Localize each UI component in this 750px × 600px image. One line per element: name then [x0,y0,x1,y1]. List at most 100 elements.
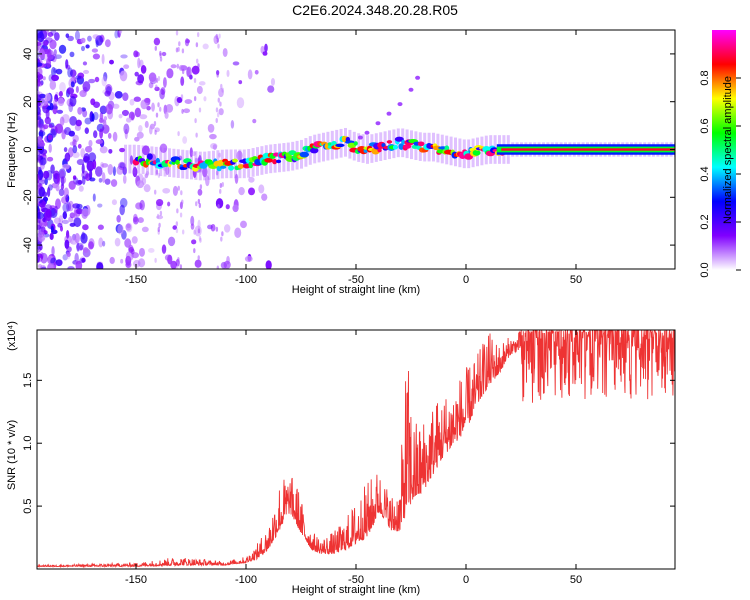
ridge-halo [392,129,396,159]
noise-streak [153,121,157,127]
noise-speckle [67,266,75,269]
noise-speckle [234,227,242,239]
noise-speckle [191,65,200,75]
noise-speckle [72,145,78,154]
noise-speckle [159,143,168,153]
noise-speckle [238,186,245,196]
noise-speckle [153,37,161,46]
noise-streak [154,189,157,195]
noise-speckle [37,73,44,80]
noise-speckle [53,99,58,108]
noise-speckle [118,113,123,119]
noise-speckle [109,59,114,65]
noise-speckle [88,78,96,84]
noise-streak [196,58,199,64]
noise-speckle [61,219,69,225]
colorbar-scale [712,30,736,270]
noise-speckle [166,68,174,79]
noise-speckle [75,208,84,215]
noise-speckle [49,39,57,50]
noise-speckle [92,159,97,170]
noise-speckle [234,173,239,184]
noise-speckle [45,208,52,218]
noise-speckle [180,65,188,71]
noise-streak [175,30,179,36]
ridge-halo [159,147,163,177]
noise-speckle [155,198,164,207]
noise-speckle [122,166,127,175]
noise-speckle [41,221,48,227]
noise-speckle [82,224,89,231]
noise-speckle [240,220,247,229]
noise-speckle [72,175,77,180]
noise-streak [175,228,179,234]
noise-speckle [139,114,148,120]
noise-speckle [258,184,265,194]
noise-speckle [107,132,112,139]
noise-speckle [109,256,115,265]
ridge-blob [398,143,405,150]
noise-streak [216,37,220,43]
noise-streak [217,97,220,103]
noise-speckle [80,233,88,244]
y-tick-label: 0.5 [22,498,34,513]
noise-speckle [207,123,215,133]
noise-speckle [103,119,107,128]
noise-speckle [61,113,70,124]
noise-speckle [88,241,94,250]
noise-streak [219,182,223,188]
noise-speckle [119,162,125,169]
noise-speckle [81,175,86,185]
noise-speckle [262,51,268,56]
noise-speckle [95,40,99,48]
noise-speckle [66,201,72,212]
y-tick-label: -20 [22,189,34,205]
noise-speckle [69,212,75,219]
noise-streak [155,77,159,83]
noise-speckle [68,180,76,190]
noise-speckle [84,117,92,125]
noise-speckle [57,97,65,107]
noise-speckle [148,72,157,83]
noise-speckle [167,236,176,247]
noise-speckle [38,123,46,133]
noise-speckle [203,96,207,102]
noise-speckle [225,204,230,210]
ridge-blob [417,141,425,147]
noise-speckle [37,41,42,46]
ridge-halo [181,149,185,179]
noise-speckle [129,155,134,165]
noise-speckle [67,200,74,212]
noise-speckle [197,188,203,196]
noise-streak [217,204,220,210]
noise-speckle [101,172,106,183]
noise-streak [199,237,202,243]
snr-y-label: SNR (10 * v/v) [6,420,18,490]
noise-speckle [65,230,70,239]
noise-speckle [60,176,65,187]
noise-speckle [120,258,124,264]
noise-speckle [161,51,167,57]
noise-speckle [72,134,79,143]
noise-speckle [37,156,41,163]
noise-speckle [205,175,210,187]
noise-speckle [120,54,128,59]
noise-speckle [37,58,40,68]
noise-speckle [37,197,43,204]
noise-speckle [76,158,85,166]
noise-streak [181,48,185,54]
noise-streak [176,63,179,69]
ridge-halo [234,149,237,179]
noise-speckle [230,120,235,129]
noise-speckle [92,34,100,40]
noise-speckle [65,33,70,38]
noise-speckle [114,237,121,247]
noise-speckle [75,75,82,80]
noise-streak [179,212,183,218]
noise-speckle [69,141,76,146]
noise-speckle [66,251,71,257]
noise-streak [221,231,224,237]
noise-speckle [83,69,90,74]
noise-speckle [172,225,178,230]
